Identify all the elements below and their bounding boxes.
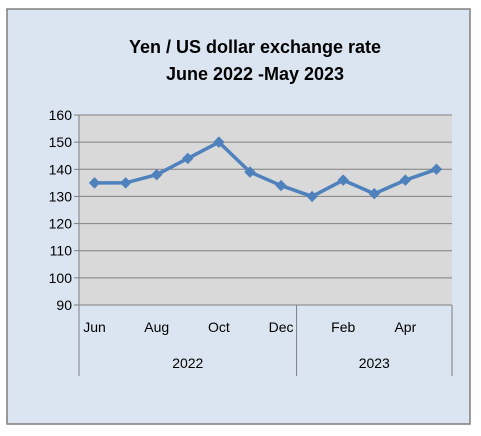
data-point-marker bbox=[275, 179, 287, 192]
y-tick-label: 130 bbox=[49, 188, 73, 204]
data-point-marker bbox=[151, 169, 163, 181]
data-point-marker bbox=[119, 177, 132, 189]
chart-title-line-1: Yen / US dollar exchange rate bbox=[129, 37, 381, 57]
y-tick-label: 140 bbox=[49, 161, 73, 177]
plot-area bbox=[79, 115, 452, 305]
y-tick-label: 110 bbox=[50, 243, 73, 259]
x-tick-label-month: Oct bbox=[208, 319, 230, 335]
x-tick-label-month: Feb bbox=[331, 319, 355, 335]
series-line bbox=[94, 140, 438, 199]
data-point-marker bbox=[337, 174, 349, 186]
x-tick-label-year: 2023 bbox=[359, 355, 390, 371]
data-point-marker bbox=[368, 188, 380, 200]
x-tick-label-year: 2022 bbox=[172, 355, 203, 371]
y-tick-label: 160 bbox=[49, 107, 73, 123]
data-point-marker bbox=[213, 136, 225, 148]
x-tick-label-month: Apr bbox=[394, 319, 416, 335]
y-tick-label: 100 bbox=[49, 270, 73, 286]
y-tick-label: 150 bbox=[49, 134, 73, 150]
axes bbox=[74, 114, 453, 376]
data-point-marker bbox=[88, 177, 101, 189]
gridlines bbox=[79, 114, 452, 279]
x-axis-tick-labels: Jun Aug Oct Dec Feb Apr 2022 2023 bbox=[83, 319, 416, 371]
x-tick-label-month: Dec bbox=[269, 319, 294, 335]
y-tick-label: 90 bbox=[56, 297, 72, 313]
data-point-marker bbox=[244, 166, 256, 178]
series-markers bbox=[88, 136, 443, 203]
y-axis-tick-labels: 160 150 140 130 120 110 100 90 bbox=[49, 107, 73, 313]
chart-title-line-2: June 2022 -May 2023 bbox=[166, 64, 344, 84]
x-tick-label-month: Aug bbox=[144, 319, 169, 335]
data-point-marker bbox=[399, 174, 412, 186]
y-tick-label: 120 bbox=[49, 216, 73, 232]
series-line-path bbox=[94, 140, 438, 199]
data-point-marker bbox=[306, 190, 318, 203]
data-point-marker bbox=[182, 152, 194, 165]
x-tick-label-month: Jun bbox=[83, 319, 106, 335]
data-point-marker bbox=[430, 163, 443, 175]
